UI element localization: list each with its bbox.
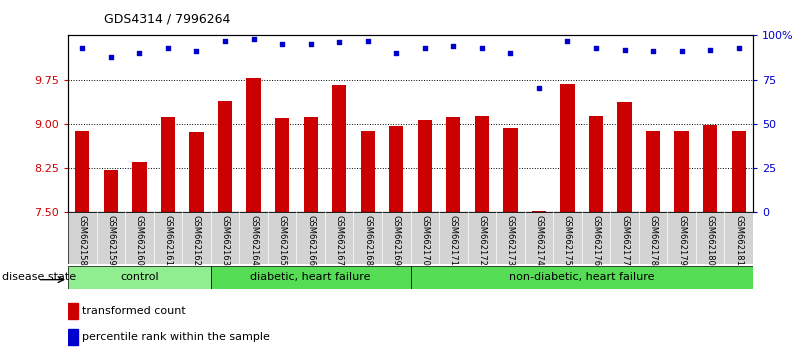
Bar <box>646 131 660 212</box>
Bar <box>731 131 746 212</box>
Text: GSM662164: GSM662164 <box>249 215 258 266</box>
Text: GSM662160: GSM662160 <box>135 215 144 266</box>
Text: control: control <box>120 272 159 282</box>
Bar <box>304 117 318 212</box>
Bar <box>68 303 78 319</box>
Text: GSM662163: GSM662163 <box>220 215 230 266</box>
Point <box>76 45 89 51</box>
Point <box>732 45 745 51</box>
Point <box>646 48 659 54</box>
Point <box>704 47 717 52</box>
Point <box>219 38 231 44</box>
Point <box>533 86 545 91</box>
Bar <box>475 116 489 212</box>
Point <box>133 50 146 56</box>
Text: GSM662173: GSM662173 <box>506 215 515 266</box>
Text: GSM662161: GSM662161 <box>163 215 172 266</box>
Text: GSM662174: GSM662174 <box>534 215 543 266</box>
Text: GSM662171: GSM662171 <box>449 215 458 266</box>
Bar <box>703 125 717 212</box>
Text: GSM662175: GSM662175 <box>563 215 572 266</box>
Bar <box>247 79 260 212</box>
Point <box>104 54 117 59</box>
Text: GSM662166: GSM662166 <box>306 215 315 266</box>
Point <box>390 50 403 56</box>
Text: GSM662178: GSM662178 <box>649 215 658 266</box>
Point <box>447 43 460 49</box>
Text: GSM662177: GSM662177 <box>620 215 629 266</box>
Point <box>332 40 345 45</box>
Text: GSM662181: GSM662181 <box>735 215 743 266</box>
Text: GSM662180: GSM662180 <box>706 215 714 266</box>
Bar <box>75 131 90 212</box>
Text: percentile rank within the sample: percentile rank within the sample <box>83 332 270 342</box>
Text: GDS4314 / 7996264: GDS4314 / 7996264 <box>104 12 231 25</box>
Point <box>276 41 288 47</box>
Bar <box>410 266 753 289</box>
Bar <box>674 131 689 212</box>
Text: diabetic, heart failure: diabetic, heart failure <box>251 272 371 282</box>
Text: transformed count: transformed count <box>83 307 186 316</box>
Point <box>162 45 175 51</box>
Bar <box>161 117 175 212</box>
Text: GSM662172: GSM662172 <box>477 215 486 266</box>
Text: GSM662170: GSM662170 <box>421 215 429 266</box>
Point <box>248 36 260 42</box>
Point <box>476 45 489 51</box>
Text: GSM662165: GSM662165 <box>278 215 287 266</box>
Bar <box>68 212 753 264</box>
Point <box>361 38 374 44</box>
Bar <box>104 170 118 212</box>
Point <box>675 48 688 54</box>
Bar <box>532 211 546 212</box>
Bar <box>275 118 289 212</box>
Point <box>590 45 602 51</box>
Bar <box>417 120 432 212</box>
Bar <box>561 84 574 212</box>
Bar <box>211 266 410 289</box>
Point <box>618 47 631 52</box>
Point <box>304 41 317 47</box>
Bar <box>446 117 461 212</box>
Bar <box>132 162 147 212</box>
Bar <box>360 131 375 212</box>
Text: GSM662179: GSM662179 <box>677 215 686 266</box>
Text: GSM662162: GSM662162 <box>192 215 201 266</box>
Bar <box>68 329 78 345</box>
Bar <box>218 102 232 212</box>
Text: GSM662176: GSM662176 <box>591 215 601 266</box>
Text: GSM662158: GSM662158 <box>78 215 87 266</box>
Text: GSM662159: GSM662159 <box>107 215 115 266</box>
Bar <box>389 126 404 212</box>
Text: disease state: disease state <box>2 272 77 282</box>
Point <box>561 38 574 44</box>
Text: non-diabetic, heart failure: non-diabetic, heart failure <box>509 272 654 282</box>
Bar <box>503 128 517 212</box>
Bar <box>618 102 632 212</box>
Bar <box>589 116 603 212</box>
Point <box>504 50 517 56</box>
Text: GSM662169: GSM662169 <box>392 215 400 266</box>
Text: GSM662167: GSM662167 <box>335 215 344 266</box>
Point <box>418 45 431 51</box>
Bar <box>189 132 203 212</box>
Bar <box>68 266 211 289</box>
Text: GSM662168: GSM662168 <box>363 215 372 266</box>
Point <box>190 48 203 54</box>
Bar <box>332 85 346 212</box>
